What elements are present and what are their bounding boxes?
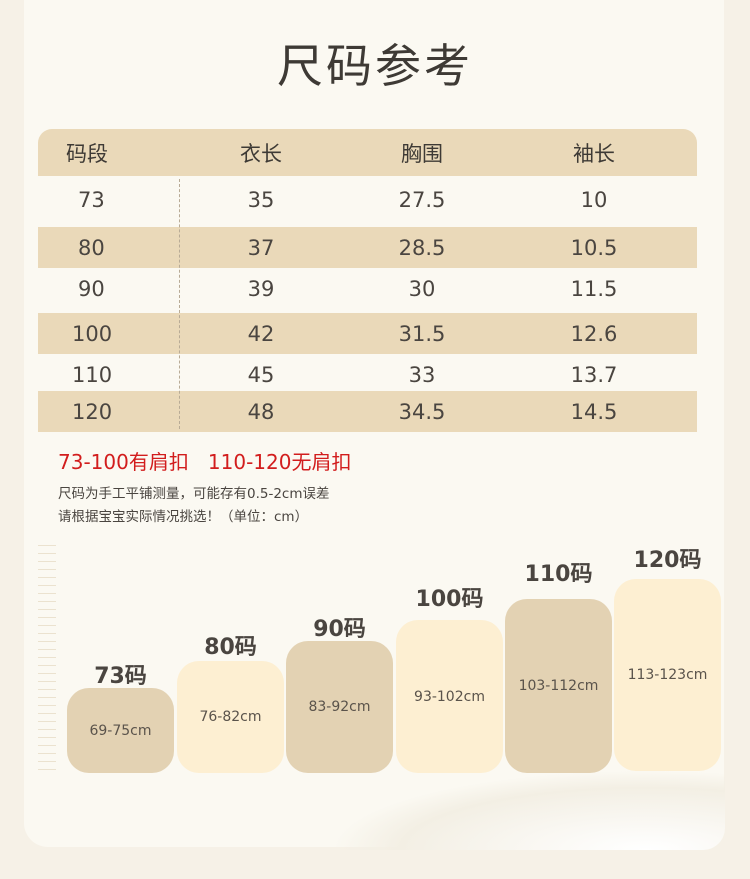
size-block: 69-75cm — [67, 688, 174, 773]
size-label: 100码 — [415, 587, 484, 612]
cell-chest: 33 — [408, 362, 436, 387]
cell-size: 80 — [78, 235, 105, 260]
table-row: 73 35 27.5 10 — [38, 179, 697, 220]
cell-length: 39 — [247, 276, 275, 301]
height-ruler-decoration — [38, 545, 56, 773]
cell-length: 45 — [247, 362, 275, 387]
cell-chest: 31.5 — [398, 321, 446, 346]
column-divider — [179, 179, 180, 429]
cell-sleeve: 13.7 — [570, 362, 618, 387]
cell-chest: 34.5 — [398, 399, 446, 424]
size-range: 83-92cm — [308, 699, 371, 715]
cell-sleeve: 14.5 — [570, 399, 618, 424]
size-block: 76-82cm — [177, 661, 284, 773]
size-range: 76-82cm — [199, 709, 262, 725]
header-size-range: 码段 — [66, 141, 108, 166]
size-range: 93-102cm — [414, 688, 485, 705]
cell-chest: 27.5 — [398, 187, 446, 212]
size-table: 码段 衣长 胸围 袖长 73 35 27.5 10 80 37 28.5 10.… — [38, 129, 697, 432]
table-row: 110 45 33 13.7 — [38, 354, 697, 395]
table-header: 码段 衣长 胸围 袖长 — [38, 129, 697, 176]
shoulder-button-note: 73-100有肩扣 110-120无肩扣 — [58, 450, 352, 474]
header-length: 衣长 — [240, 141, 282, 166]
table-row: 80 37 28.5 10.5 — [38, 227, 697, 268]
cell-sleeve: 11.5 — [570, 276, 618, 301]
size-label: 73码 — [94, 664, 147, 689]
cell-size: 110 — [72, 362, 113, 387]
cell-sleeve: 10.5 — [570, 235, 618, 260]
table-row: 90 39 30 11.5 — [38, 268, 697, 309]
size-block: 103-112cm — [505, 599, 612, 773]
cell-size: 100 — [72, 321, 113, 346]
cell-length: 35 — [247, 187, 275, 212]
size-label: 90码 — [313, 617, 366, 642]
table-row: 100 42 31.5 12.6 — [38, 313, 697, 354]
cell-size: 90 — [78, 276, 105, 301]
cell-sleeve: 10 — [580, 187, 608, 212]
size-block: 83-92cm — [286, 641, 393, 773]
size-range: 69-75cm — [89, 722, 152, 739]
cell-sleeve: 12.6 — [570, 321, 618, 346]
selection-note: 请根据宝宝实际情况挑选！（单位：cm） — [58, 509, 309, 525]
cell-length: 42 — [247, 321, 275, 346]
cell-size: 120 — [72, 399, 113, 424]
size-range: 113-123cm — [627, 667, 708, 683]
cell-length: 48 — [247, 399, 275, 424]
header-sleeve: 袖长 — [573, 141, 615, 166]
size-block: 113-123cm — [614, 579, 721, 771]
size-label: 120码 — [633, 548, 702, 573]
cell-size: 73 — [78, 187, 105, 212]
page-curl-decoration — [330, 770, 725, 850]
cell-length: 37 — [247, 235, 275, 260]
measurement-note: 尺码为手工平铺测量，可能存有0.5-2cm误差 — [58, 486, 330, 502]
size-block: 93-102cm — [396, 620, 503, 773]
cell-chest: 28.5 — [398, 235, 446, 260]
size-range: 103-112cm — [518, 678, 599, 694]
page-title: 尺码参考 — [277, 39, 473, 93]
size-label: 80码 — [204, 635, 257, 660]
cell-chest: 30 — [408, 276, 436, 301]
table-row: 120 48 34.5 14.5 — [38, 391, 697, 432]
header-chest: 胸围 — [401, 141, 443, 166]
size-label: 110码 — [524, 562, 593, 587]
